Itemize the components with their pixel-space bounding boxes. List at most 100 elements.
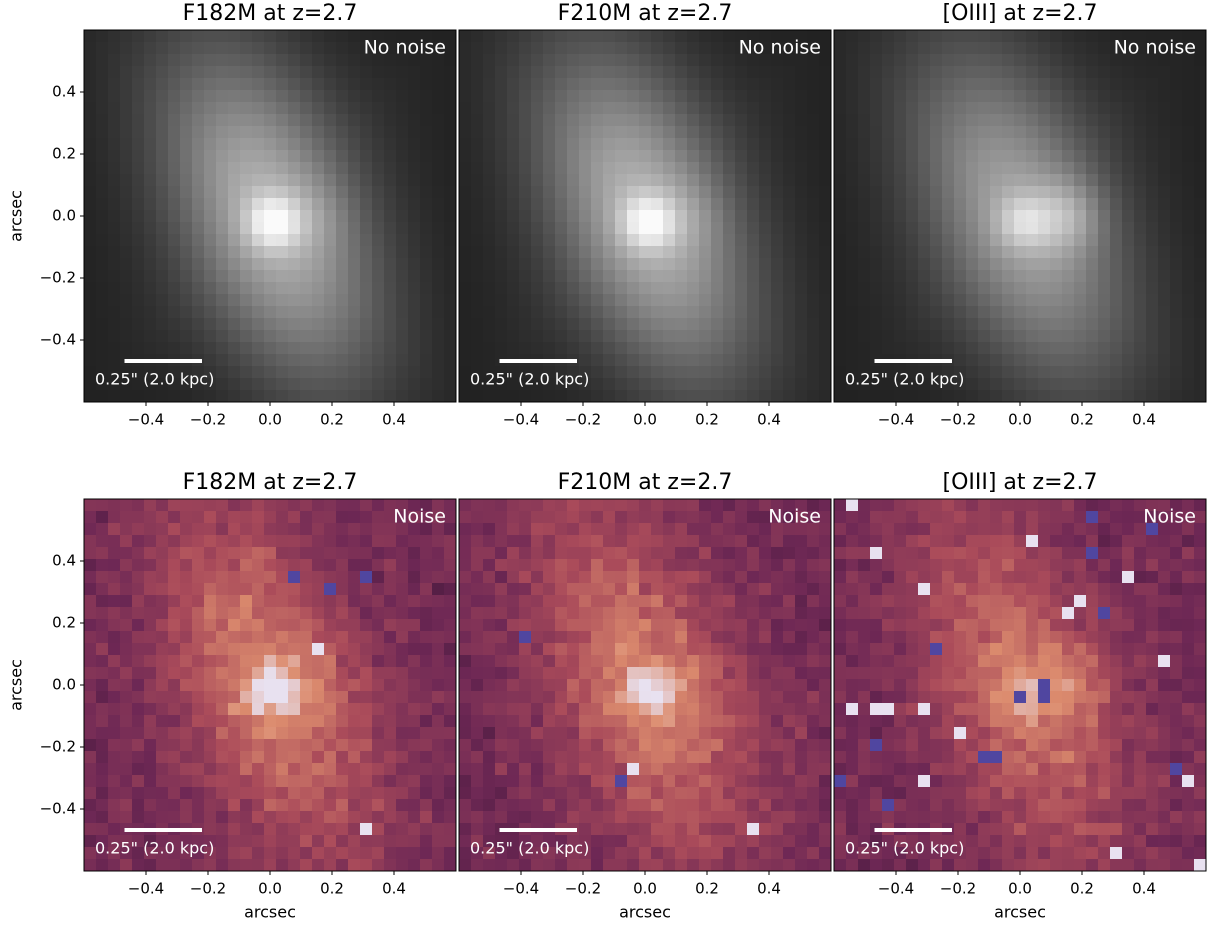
pixel	[747, 679, 760, 692]
pixel	[228, 162, 241, 175]
pixel	[747, 655, 760, 668]
pixel	[687, 799, 700, 812]
pixel	[1098, 342, 1111, 355]
pixel	[144, 559, 157, 572]
pixel	[348, 78, 361, 91]
pixel	[420, 835, 433, 848]
pixel	[846, 246, 859, 259]
pixel	[444, 126, 457, 139]
pixel	[396, 775, 409, 788]
pixel	[882, 499, 895, 512]
pixel	[663, 90, 676, 103]
pixel	[627, 727, 640, 740]
pixel	[432, 222, 445, 235]
pixel	[144, 186, 157, 199]
pixel	[204, 54, 217, 67]
pixel	[444, 366, 457, 379]
pixel	[1110, 198, 1123, 211]
pixel	[783, 787, 796, 800]
pixel	[795, 378, 808, 391]
pixel	[432, 835, 445, 848]
x-tick-label: 0.0	[258, 411, 282, 429]
pixel	[747, 210, 760, 223]
pixel	[651, 366, 664, 379]
pixel	[507, 114, 520, 127]
pixel	[204, 186, 217, 199]
pixel	[84, 222, 97, 235]
pixel	[1026, 330, 1039, 343]
pixel	[639, 390, 652, 403]
pixel	[723, 559, 736, 572]
pixel	[288, 523, 301, 536]
pixel	[603, 222, 616, 235]
pixel	[978, 390, 991, 403]
pixel	[1074, 342, 1087, 355]
pixel	[663, 619, 676, 632]
pixel	[495, 102, 508, 115]
pixel	[216, 835, 229, 848]
pixel	[336, 535, 349, 548]
pixel	[591, 703, 604, 716]
pixel	[192, 330, 205, 343]
pixel	[834, 90, 847, 103]
pixel	[495, 150, 508, 163]
pixel	[615, 90, 628, 103]
pixel	[408, 667, 421, 680]
pixel	[216, 42, 229, 55]
pixel	[360, 799, 373, 812]
pixel	[384, 342, 397, 355]
pixel	[906, 30, 919, 43]
pixel	[543, 679, 556, 692]
pixel	[735, 631, 748, 644]
pixel	[459, 691, 472, 704]
pixel	[288, 691, 301, 704]
pixel	[156, 234, 169, 247]
pixel	[555, 559, 568, 572]
pixel	[771, 306, 784, 319]
image	[834, 499, 1207, 872]
pixel	[192, 126, 205, 139]
pixel	[1074, 102, 1087, 115]
pixel	[711, 138, 724, 151]
pixel	[699, 210, 712, 223]
pixel	[567, 78, 580, 91]
pixel	[918, 390, 931, 403]
pixel	[156, 246, 169, 259]
pixel	[84, 799, 97, 812]
pixel	[747, 186, 760, 199]
pixel	[711, 787, 724, 800]
y-tick-label: −0.2	[40, 269, 76, 287]
pixel	[651, 270, 664, 283]
pixel	[807, 787, 820, 800]
pixel	[300, 114, 313, 127]
pixel	[978, 523, 991, 536]
pixel	[531, 643, 544, 656]
pixel	[1014, 222, 1027, 235]
pixel	[396, 378, 409, 391]
pixel	[543, 174, 556, 187]
pixel	[240, 366, 253, 379]
pixel	[771, 811, 784, 824]
pixel	[858, 246, 871, 259]
pixel	[663, 30, 676, 43]
pixel	[168, 270, 181, 283]
pixel	[168, 619, 181, 632]
pixel	[300, 535, 313, 548]
pixel	[168, 667, 181, 680]
pixel	[783, 222, 796, 235]
pixel	[531, 607, 544, 620]
pixel	[930, 342, 943, 355]
pixel	[156, 138, 169, 151]
pixel	[444, 703, 457, 716]
pixel	[531, 559, 544, 572]
pixel	[168, 42, 181, 55]
pixel	[531, 595, 544, 608]
pixel	[384, 150, 397, 163]
pixel	[639, 643, 652, 656]
pixel	[324, 342, 337, 355]
pixel	[747, 643, 760, 656]
pixel	[192, 667, 205, 680]
pixel	[120, 54, 133, 67]
pixel	[372, 715, 385, 728]
pixel	[759, 847, 772, 860]
